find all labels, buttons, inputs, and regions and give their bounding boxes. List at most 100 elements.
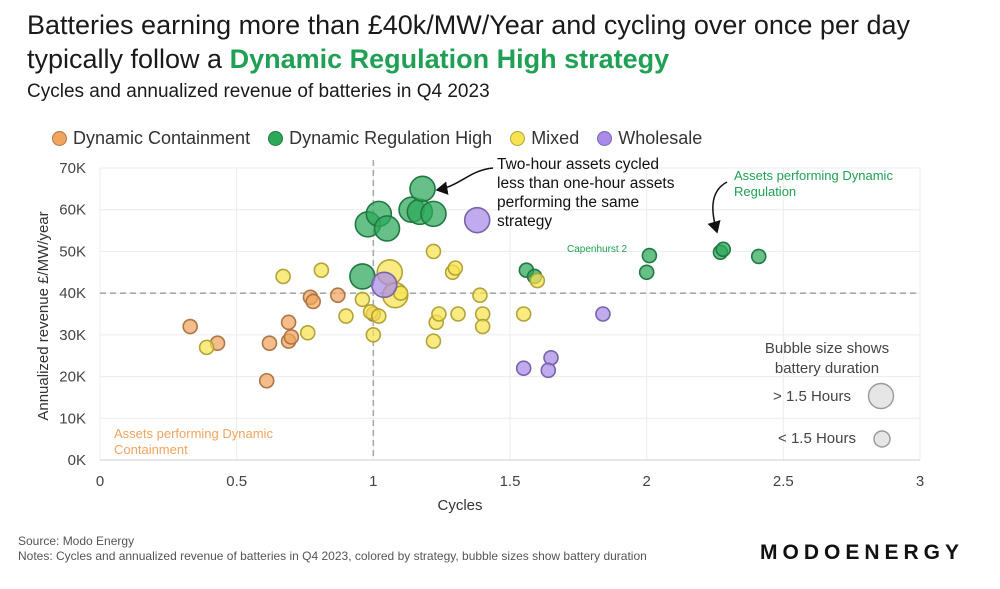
series-drh — [349, 175, 767, 290]
data-points — [182, 175, 767, 389]
annotation-assets-drh-line: Assets performing Dynamic — [734, 168, 893, 183]
size-legend-title: Bubble size shows — [765, 340, 889, 357]
point-mixed — [447, 260, 464, 276]
annotation-arrow-two-hour — [435, 167, 494, 195]
legend-item-wholesale: Wholesale — [597, 128, 702, 149]
gridlines — [99, 167, 921, 461]
point-mixed — [425, 243, 442, 260]
size-legend-long-label: > 1.5 Hours — [773, 388, 851, 405]
source-note: Source: Modo Energy — [18, 534, 135, 548]
y-tick-label: 10K — [59, 410, 86, 427]
point-drh — [715, 241, 732, 258]
legend-item-mixed: Mixed — [510, 128, 579, 149]
series-wholesale — [370, 206, 611, 379]
annotation-capenhurst: Capenhurst 2 — [567, 244, 627, 255]
size-legend: Bubble size shows battery duration > 1.5 H… — [765, 340, 895, 448]
y-axis-label: Annualized revenue £/MW/year — [35, 211, 52, 420]
point-mixed — [370, 308, 387, 324]
point-wholesale — [540, 362, 557, 379]
point-wholesale — [370, 271, 398, 299]
point-mixed — [354, 291, 371, 308]
point-drh — [420, 200, 447, 228]
point-dc — [283, 329, 300, 345]
annotation-two-hour-line: strategy — [497, 213, 552, 230]
title-highlight: Dynamic Regulation High strategy — [229, 44, 670, 74]
point-drh — [750, 248, 767, 265]
point-wholesale — [595, 306, 611, 322]
brand-logo: MODOENERGY — [760, 541, 965, 564]
point-drh — [409, 175, 436, 203]
chart-subtitle: Cycles and annualized revenue of batteri… — [27, 81, 490, 102]
point-mixed — [425, 333, 442, 349]
point-mixed — [515, 306, 532, 322]
y-tick-label: 40K — [59, 285, 86, 302]
annotation-two-hour-line: Two-hour assets cycled — [497, 156, 659, 173]
x-tick-label: 0.5 — [226, 473, 247, 490]
annotation-assets-dc-line: Assets performing Dynamic — [114, 426, 273, 441]
point-dc — [261, 335, 278, 352]
size-legend-short-circle — [873, 430, 891, 448]
y-tick-label: 70K — [59, 160, 86, 177]
y-tick-label: 20K — [59, 369, 86, 386]
point-dc — [182, 318, 198, 335]
point-mixed — [431, 306, 447, 322]
legend-swatch-wholesale — [597, 131, 613, 146]
point-mixed — [365, 327, 382, 343]
size-legend-long-circle — [867, 382, 895, 410]
annotation-assets-drh-line: Regulation — [734, 184, 796, 199]
point-dc — [305, 293, 322, 310]
point-wholesale — [515, 360, 532, 377]
point-mixed — [529, 272, 546, 289]
legend-item-dynamic-containment: Dynamic Containment — [52, 128, 250, 149]
point-mixed — [472, 287, 488, 304]
legend-swatch-mixed — [510, 131, 526, 146]
size-legend-short-label: < 1.5 Hours — [778, 430, 856, 447]
x-axis-label: Cycles — [437, 497, 482, 514]
legend-label-dc: Dynamic Containment — [73, 128, 251, 148]
legend-label-mixed: Mixed — [531, 128, 580, 148]
point-dc — [258, 372, 275, 389]
legend: Dynamic Containment Dynamic Regulation H… — [52, 128, 702, 149]
point-dc — [280, 314, 297, 331]
legend-label-wholesale: Wholesale — [618, 128, 703, 148]
point-wholesale — [463, 206, 491, 234]
point-mixed — [275, 268, 291, 285]
x-tick-label: 3 — [916, 473, 924, 490]
legend-label-drh: Dynamic Regulation High — [289, 128, 493, 148]
point-mixed — [313, 262, 330, 279]
y-tick-label: 50K — [59, 243, 86, 260]
y-tick-label: 30K — [59, 327, 86, 344]
y-tick-label: 0K — [68, 452, 86, 469]
legend-item-dynamic-regulation-high: Dynamic Regulation High — [268, 128, 492, 149]
point-mixed — [198, 339, 215, 356]
series-dc — [182, 287, 382, 389]
x-tick-label: 1.5 — [500, 473, 521, 490]
axes: 0 0.5 1 1.5 2 2.5 30K10K20K30K40K50K60K70KCycl… — [35, 160, 924, 514]
point-mixed — [338, 308, 354, 324]
annotation-two-hour-line: less than one-hour assets — [497, 175, 675, 192]
point-dc — [329, 287, 346, 304]
chart-title: Batteries earning more than £40k/MW/Year… — [27, 8, 987, 76]
point-mixed — [474, 318, 491, 335]
point-wholesale — [543, 349, 559, 366]
point-mixed — [299, 324, 316, 341]
point-mixed — [450, 306, 466, 322]
y-tick-label: 60K — [59, 202, 86, 219]
series-mixed — [198, 243, 546, 356]
point-drh — [373, 215, 401, 242]
x-tick-label: 2 — [642, 473, 650, 490]
annotation-assets-dc-line: Containment — [114, 442, 188, 457]
point-drh — [638, 264, 655, 281]
x-tick-label: 2.5 — [773, 473, 794, 490]
annotation-arrow-drh — [707, 181, 728, 234]
x-tick-label: 0 — [96, 473, 104, 490]
legend-swatch-drh — [268, 131, 284, 146]
x-tick-label: 1 — [369, 473, 377, 490]
annotations: Two-hour assets cycled less than one-hour… — [114, 156, 893, 457]
annotation-two-hour-line: performing the same — [497, 194, 639, 211]
legend-swatch-dc — [52, 131, 67, 146]
title-text: Batteries earning more than £40k/MW/Year… — [27, 10, 910, 74]
point-drh — [641, 247, 658, 264]
size-legend-title: battery duration — [775, 360, 879, 377]
